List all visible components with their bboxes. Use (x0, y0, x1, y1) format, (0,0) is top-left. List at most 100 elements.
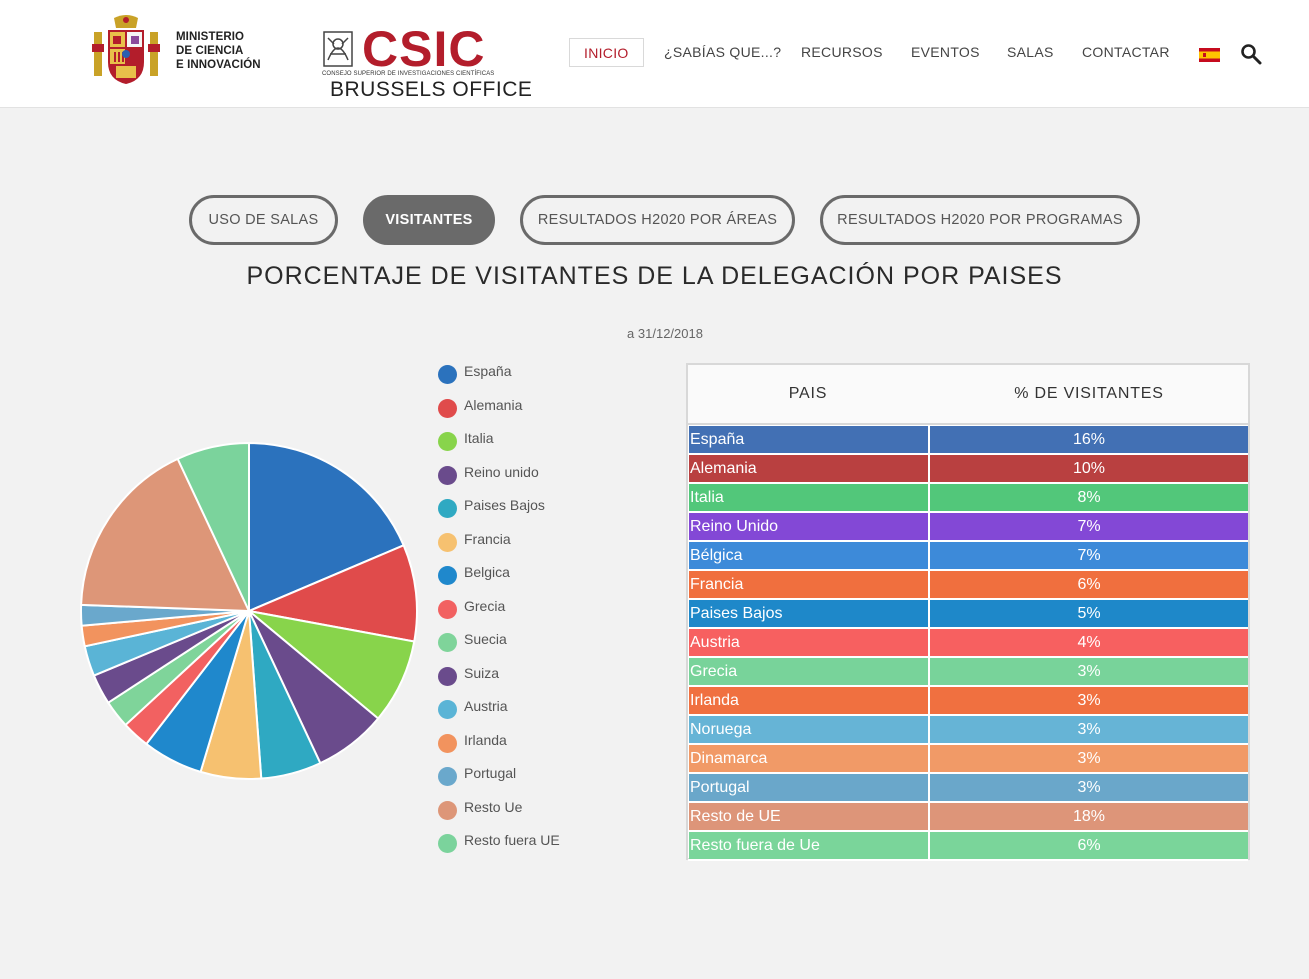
table-row: Francia 6% (688, 571, 1248, 600)
pie-slice-13[interactable] (80, 457, 251, 613)
table-row: Dinamarca 3% (688, 745, 1248, 774)
nav-contactar[interactable]: CONTACTAR (1082, 44, 1170, 60)
legend-dot-icon (438, 733, 457, 753)
cell-pais: Alemania (689, 455, 929, 482)
cell-pct: 16% (930, 426, 1248, 453)
cell-separator (928, 803, 930, 830)
legend-item[interactable]: Suiza (438, 664, 638, 686)
legend-item[interactable]: Austria (438, 697, 638, 719)
site-header: MINISTERIO DE CIENCIA E INNOVACIÓN CSIC … (0, 0, 1309, 108)
legend-item[interactable]: Francia (438, 530, 638, 552)
cell-pais: Paises Bajos (689, 600, 929, 627)
pie-slice-0[interactable] (248, 441, 405, 613)
cell-pct: 5% (930, 600, 1248, 627)
legend-item[interactable]: Belgica (438, 563, 638, 585)
legend-item[interactable]: Resto fuera UE (438, 831, 638, 853)
cell-pct: 18% (930, 803, 1248, 830)
ministry-logo[interactable]: MINISTERIO DE CIENCIA E INNOVACIÓN (92, 14, 261, 88)
legend-label: Alemania (464, 396, 523, 413)
tab-resultados-programas[interactable]: RESULTADOS H2020 POR PROGRAMAS (820, 195, 1140, 245)
pie-slice-1[interactable] (245, 543, 418, 643)
cell-separator (928, 629, 930, 656)
legend-item[interactable]: Grecia (438, 597, 638, 619)
cell-pais: Austria (689, 629, 929, 656)
legend-label: Italia (464, 430, 494, 446)
legend-label: Suecia (464, 631, 507, 647)
cell-pct: 6% (930, 832, 1248, 859)
cell-separator (928, 484, 930, 511)
legend-item[interactable]: Alemania (438, 396, 638, 418)
legend-dot-icon (438, 834, 457, 853)
legend-label: Resto fuera UE (464, 832, 560, 848)
tab-resultados-areas[interactable]: RESULTADOS H2020 POR ÁREAS (520, 195, 795, 245)
table-row: Resto de UE 18% (688, 803, 1248, 832)
table-row: Portugal 3% (688, 774, 1248, 803)
page-date: a 31/12/2018 (627, 326, 703, 341)
cell-pais: Portugal (689, 774, 929, 801)
legend-label: Grecia (464, 597, 506, 614)
cell-pct: 7% (930, 513, 1248, 540)
table-row: Paises Bajos 5% (688, 600, 1248, 629)
legend-item[interactable]: Irlanda (438, 731, 638, 753)
cell-pct: 4% (930, 629, 1248, 656)
cell-pct: 3% (930, 745, 1248, 772)
csic-logo[interactable]: CSIC CONSEJO SUPERIOR DE INVESTIGACIONES… (322, 24, 532, 101)
nav-recursos[interactable]: RECURSOS (801, 44, 883, 60)
cell-separator (928, 600, 930, 627)
legend-item[interactable]: Paises Bajos (438, 496, 638, 518)
cell-separator (928, 542, 930, 569)
legend-label: Reino unido (464, 463, 539, 480)
legend-item[interactable]: Suecia (438, 630, 638, 652)
legend-label: Irlanda (464, 731, 507, 748)
spain-flag-icon[interactable] (1199, 48, 1220, 62)
cell-pais: Italia (689, 484, 929, 511)
legend-label: Francia (464, 530, 511, 547)
cell-separator (928, 658, 930, 685)
legend-item[interactable]: Resto Ue (438, 798, 638, 820)
cell-pais: Reino Unido (689, 513, 929, 540)
legend-item[interactable]: España (438, 362, 638, 384)
legend-dot-icon (438, 700, 457, 719)
header-pct: % DE VISITANTES (1014, 385, 1164, 402)
cell-pct: 8% (930, 484, 1248, 511)
coat-of-arms-icon (92, 15, 160, 84)
cell-pais: Francia (689, 571, 929, 598)
table-row: Resto fuera de Ue 6% (688, 832, 1248, 861)
nav-inicio[interactable]: INICIO (569, 38, 644, 67)
visitors-table: PAIS % DE VISITANTES España 16% Alemania 10… (686, 363, 1250, 861)
table-row: Reino Unido 7% (688, 513, 1248, 542)
cell-pct: 3% (930, 658, 1248, 685)
ministry-line-2: DE CIENCIA (176, 45, 244, 57)
search-icon[interactable] (1240, 43, 1262, 65)
nav-sabias-que[interactable]: ¿SABÍAS QUE...? (664, 44, 782, 60)
ministry-line-1: MINISTERIO (176, 31, 245, 43)
legend-dot-icon (438, 767, 457, 786)
cell-pais: Dinamarca (689, 745, 929, 772)
nav-eventos[interactable]: EVENTOS (911, 44, 980, 60)
legend-item[interactable]: Reino unido (438, 463, 638, 485)
legend-item[interactable]: Portugal (438, 764, 638, 786)
legend-dot-icon (438, 666, 457, 686)
nav-salas[interactable]: SALAS (1007, 44, 1054, 60)
cell-pct: 3% (930, 774, 1248, 801)
tab-visitantes[interactable]: VISITANTES (363, 195, 495, 245)
legend-label: Suiza (464, 664, 500, 681)
csic-office-label: BRUSSELS OFFICE (330, 78, 533, 101)
pie-slice-14[interactable] (176, 441, 250, 612)
visitors-pie-chart (80, 441, 418, 780)
csic-subtitle: CONSEJO SUPERIOR DE INVESTIGACIONES CIEN… (322, 71, 495, 77)
cell-pct: 10% (930, 455, 1248, 482)
cell-separator (928, 687, 930, 714)
cell-separator (928, 426, 930, 453)
legend-item[interactable]: Italia (438, 429, 638, 451)
cell-pais: Noruega (689, 716, 929, 743)
legend-label: Paises Bajos (464, 497, 545, 513)
table-row: Austria 4% (688, 629, 1248, 658)
table-row: España 16% (688, 426, 1248, 455)
legend-dot-icon (438, 365, 457, 384)
table-row: Grecia 3% (688, 658, 1248, 687)
csic-emblem-icon (323, 31, 353, 67)
tab-uso-de-salas[interactable]: USO DE SALAS (189, 195, 338, 245)
legend-dot-icon (438, 566, 457, 585)
ministry-name: MINISTERIO DE CIENCIA E INNOVACIÓN (176, 30, 261, 72)
